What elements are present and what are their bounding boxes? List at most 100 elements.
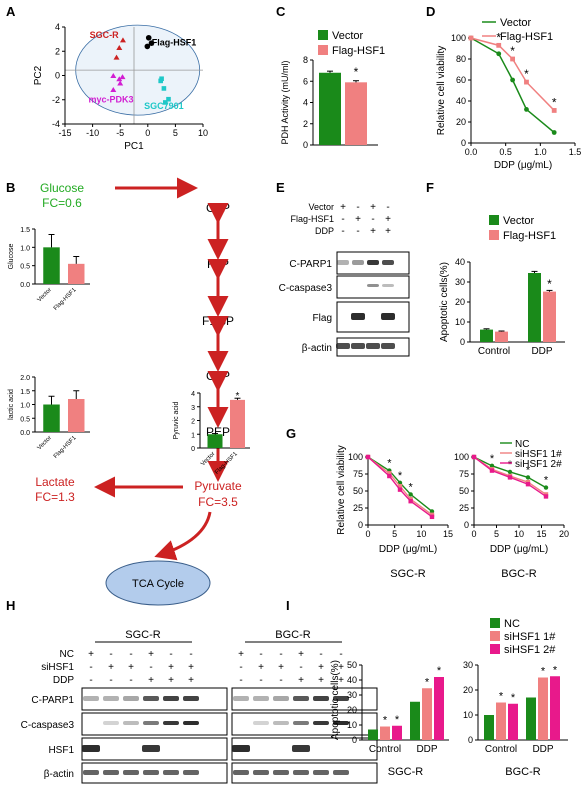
y-tick-label: 0 <box>464 520 469 530</box>
data-point <box>551 108 557 113</box>
significance-star: * <box>541 666 546 678</box>
x-tick-label: 5 <box>392 529 397 539</box>
condition-sign: - <box>386 202 389 213</box>
inset-x-label: Flag-HSF1 <box>53 435 78 460</box>
legend-swatch <box>489 215 499 225</box>
significance-star: * <box>409 481 414 493</box>
blot-band <box>163 696 179 701</box>
blot-band <box>183 770 199 775</box>
x-tick-label: 10 <box>416 529 426 539</box>
data-point <box>507 469 513 475</box>
y-tick-label: 75 <box>459 469 469 479</box>
y-axis-title: Relative cell viability <box>336 445 347 534</box>
y-tick-label: 10 <box>463 710 473 720</box>
legend-swatch <box>490 631 500 641</box>
blot-box <box>336 301 410 333</box>
condition-sign: + <box>340 202 346 213</box>
significance-star: * <box>547 277 552 291</box>
condition-sign: + <box>188 675 194 686</box>
subplot-title: BGC-R <box>501 568 537 580</box>
x-axis-title: DDP (μg/mL) <box>490 544 548 555</box>
y-tick-label: 75 <box>353 469 363 479</box>
condition-label: siHSF1 <box>41 662 74 673</box>
condition-sign: - <box>129 675 132 686</box>
significance-star: * <box>544 475 549 487</box>
pyruvate-fc-label: FC=3.5 <box>198 495 238 509</box>
pathway-node-g6p: G6P <box>206 201 230 215</box>
significance-star: * <box>508 459 513 471</box>
bar <box>480 329 493 342</box>
data-point <box>507 475 513 480</box>
y-tick-label: 25 <box>353 503 363 513</box>
glucose-label: Glucose <box>40 181 84 195</box>
significance-star: * <box>383 715 388 727</box>
blot-band <box>163 770 179 775</box>
data-point <box>525 482 531 487</box>
significance-star: * <box>526 464 531 476</box>
x-tick-label: 0.0 <box>465 147 478 157</box>
blot-row-label: C-caspase3 <box>279 283 333 294</box>
condition-sign: - <box>239 675 242 686</box>
data-point <box>489 463 495 469</box>
legend-label: siHSF1 1# <box>515 449 562 460</box>
data-point <box>145 34 152 41</box>
condition-sign: - <box>129 649 132 660</box>
condition-sign: + <box>318 662 324 673</box>
tca-cycle-ellipse <box>105 560 211 606</box>
data-point <box>510 56 515 62</box>
condition-sign: - <box>319 649 322 660</box>
group-label-flag-hsf1: Flag-HSF1 <box>152 37 197 47</box>
tca-arrow <box>154 511 212 561</box>
bar <box>526 697 536 740</box>
y-tick-label: 40 <box>455 257 465 267</box>
condition-sign: - <box>371 214 374 225</box>
x-tick-label: 5 <box>494 529 499 539</box>
data-point <box>524 107 529 112</box>
condition-sign: + <box>338 662 344 673</box>
blot-band <box>103 696 119 701</box>
blot-band <box>293 696 309 701</box>
x-tick-label: -5 <box>116 128 124 138</box>
condition-sign: - <box>341 226 344 237</box>
group-title-bgc-r: BGC-R <box>275 629 311 641</box>
data-point <box>144 43 151 50</box>
blot-band <box>233 770 249 775</box>
y-tick-label: 20 <box>456 117 466 127</box>
data-point <box>468 35 474 41</box>
pathway-node-f6p: F6P <box>207 257 229 271</box>
panel-label-c: C <box>276 4 286 19</box>
panel-label-g: G <box>286 426 296 441</box>
bar <box>422 688 432 740</box>
condition-sign: + <box>298 675 304 686</box>
blot-band <box>381 313 395 320</box>
data-point <box>429 514 435 520</box>
blot-band <box>183 696 199 701</box>
bar <box>528 273 541 342</box>
y-tick-label: 20 <box>347 705 357 715</box>
significance-star: * <box>553 664 558 676</box>
condition-sign: + <box>370 202 376 213</box>
data-point <box>119 74 126 80</box>
blot-band <box>313 770 329 775</box>
blot-band <box>253 721 269 725</box>
blot-band <box>232 745 250 752</box>
legend-label: Vector <box>503 215 535 227</box>
condition-sign: - <box>169 649 172 660</box>
panel-label-a: A <box>6 4 16 19</box>
panel-label-f: F <box>426 180 434 195</box>
y-tick-label: 40 <box>456 96 466 106</box>
data-point <box>496 42 502 48</box>
bar <box>434 677 444 740</box>
condition-sign: + <box>148 649 154 660</box>
blot-band <box>103 721 119 725</box>
data-point <box>471 454 477 460</box>
y-tick-label: 80 <box>456 54 466 64</box>
legend-label: Flag-HSF1 <box>500 31 553 43</box>
blot-band <box>313 721 329 725</box>
lactate-fc-label: FC=1.3 <box>35 490 75 504</box>
condition-label: Flag-HSF1 <box>290 214 334 224</box>
data-point <box>489 468 495 473</box>
data-point <box>510 77 515 83</box>
y-tick-label: 1 <box>191 432 195 439</box>
y-tick-label: 0 <box>303 140 308 150</box>
